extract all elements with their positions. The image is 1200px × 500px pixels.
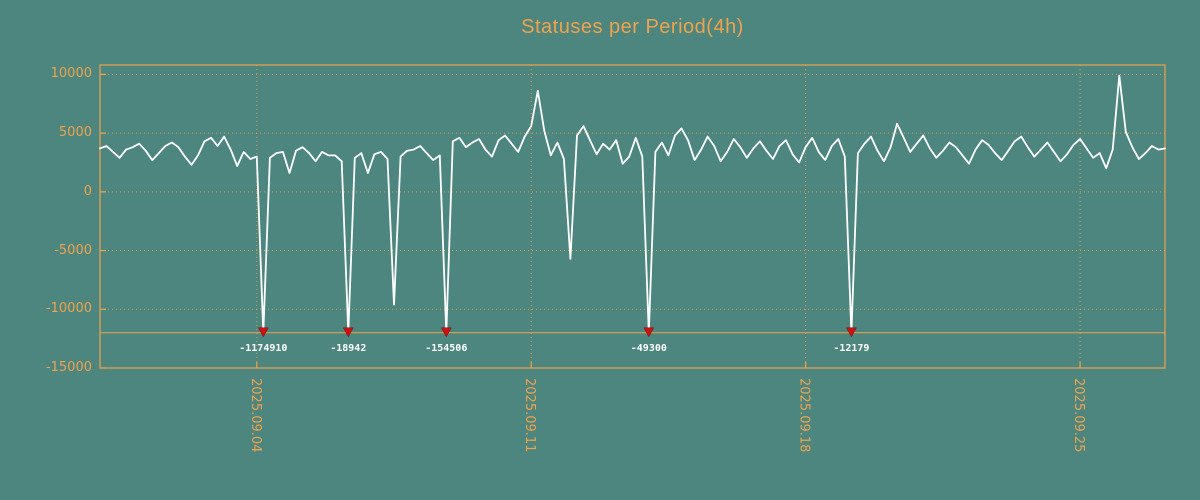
plot-border <box>99 64 1166 369</box>
x-tick-label: 2025.09.11 <box>522 378 538 453</box>
y-tick-label: -15000 <box>45 360 92 375</box>
y-tick-label: -5000 <box>54 242 92 258</box>
y-tick-label: -10000 <box>45 301 92 317</box>
dip-marker <box>342 327 354 338</box>
dip-marker <box>643 327 655 338</box>
dip-value-label: -12179 <box>833 342 870 354</box>
y-tick-label: 5000 <box>58 125 92 141</box>
y-tick-label: 0 <box>83 183 92 199</box>
dip-marker <box>440 327 452 338</box>
x-tick-label: 2025.09.18 <box>796 378 812 453</box>
x-tick-label: 2025.09.25 <box>1071 378 1087 453</box>
x-tick-label: 2025.09.04 <box>247 378 263 453</box>
dip-value-label: -18942 <box>330 342 367 354</box>
y-tick-label: 10000 <box>50 66 92 82</box>
dip-value-label: -154506 <box>425 342 468 354</box>
dip-value-label: -49300 <box>630 342 667 354</box>
dip-marker <box>257 327 269 338</box>
dip-value-label: -1174910 <box>239 342 288 354</box>
dip-marker <box>845 327 857 338</box>
series-line <box>99 74 1166 334</box>
chart-title: Statuses per Period(4h) <box>521 16 744 38</box>
